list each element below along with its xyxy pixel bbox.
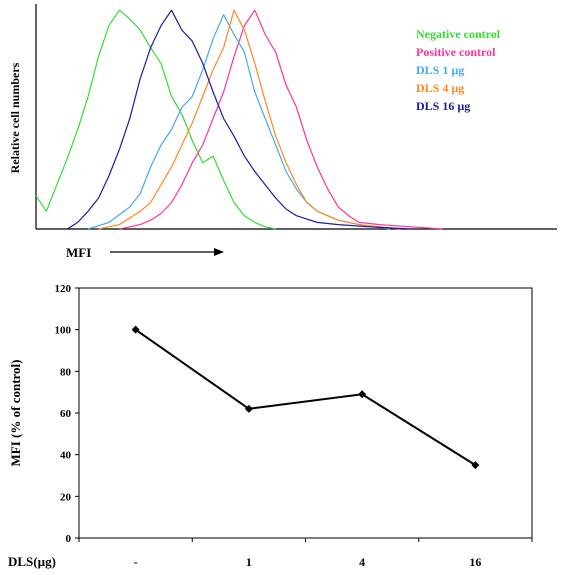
legend-dls-16: DLS 16 µg xyxy=(416,99,470,113)
line-y-tick-label: 20 xyxy=(60,491,72,503)
legend-dls-4: DLS 4 µg xyxy=(416,81,464,95)
line-point-marker xyxy=(131,325,140,334)
line-series xyxy=(131,325,480,470)
line-point-marker xyxy=(358,390,367,399)
histogram-series-3 xyxy=(98,9,401,230)
histogram-x-label: MFI xyxy=(66,245,91,260)
line-y-tick-label: 0 xyxy=(66,533,72,545)
histogram-axes xyxy=(35,4,557,230)
legend-positive-control: Positive control xyxy=(416,45,496,59)
legend-dls-1: DLS 1 µg xyxy=(416,63,464,77)
line-y-tick-label: 120 xyxy=(55,283,72,295)
legend-negative-control: Negative control xyxy=(416,27,501,41)
line-x-tick-label: 1 xyxy=(246,555,252,569)
histogram-series-0 xyxy=(35,9,276,230)
histogram-curves xyxy=(35,9,443,230)
histogram-series-2 xyxy=(87,14,391,230)
line-y-ticks: 0 20 40 60 80 100 120 xyxy=(55,283,79,545)
line-chart-panel: 0 20 40 60 80 100 120 - 1 4 16 MFI (% of control)… xyxy=(8,283,533,569)
mfi-arrow-icon xyxy=(110,248,224,256)
line-x-label: DLS(µg) xyxy=(8,554,56,569)
line-y-tick-label: 80 xyxy=(60,366,72,378)
line-x-tick-label: 16 xyxy=(469,555,481,569)
line-plot-frame xyxy=(78,287,533,539)
histogram-series-1 xyxy=(119,9,443,230)
line-chart-axes xyxy=(78,287,533,539)
line-point-marker xyxy=(244,404,253,413)
line-y-tick-label: 40 xyxy=(60,450,72,462)
line-y-tick-label: 100 xyxy=(55,325,72,337)
histogram-y-label: Relative cell numbers xyxy=(8,62,22,173)
line-x-tick-label: - xyxy=(134,555,138,569)
line-x-ticks: - 1 4 16 xyxy=(78,538,533,569)
line-point-marker xyxy=(471,461,480,470)
histogram-panel: Relative cell numbers MFI Negative contr… xyxy=(8,4,557,260)
line-y-tick-label: 60 xyxy=(60,408,72,420)
line-series-path xyxy=(135,328,476,466)
histogram-series-4 xyxy=(66,9,412,230)
histogram-legend: Negative control Positive control DLS 1 … xyxy=(416,27,501,113)
line-y-label: MFI (% of control) xyxy=(8,360,23,467)
line-x-tick-label: 4 xyxy=(359,555,365,569)
